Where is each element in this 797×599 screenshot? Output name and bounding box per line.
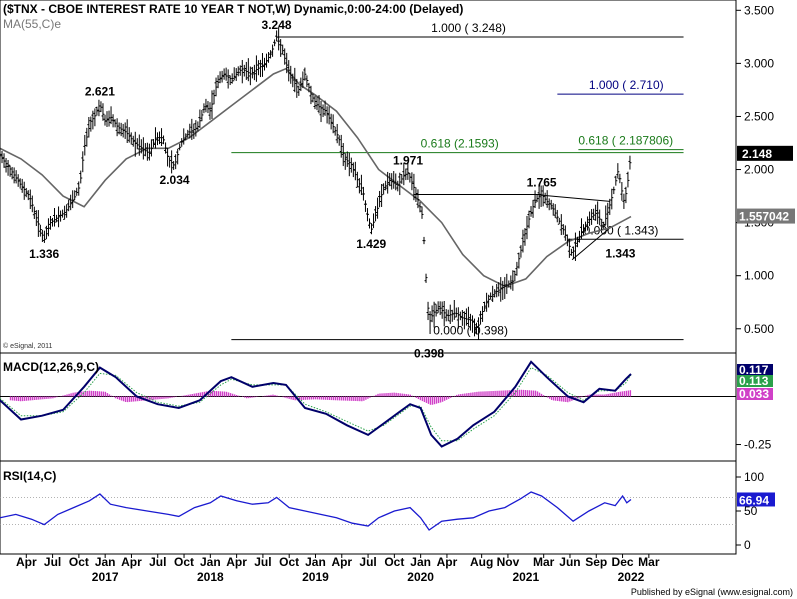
watermark: © eSignal, 2011 — [3, 342, 53, 350]
x-month-label: Jan — [305, 555, 326, 569]
level-label-6: 0.000 ( 0.398) — [433, 324, 508, 338]
ma-label: MA(55,C)e — [3, 17, 61, 31]
x-month-label: Apr — [226, 555, 247, 569]
macd-histogram — [9, 389, 632, 405]
main-tick-label: 2.500 — [744, 109, 774, 123]
main-tick-label: 3.000 — [744, 56, 774, 70]
x-year-label: 2019 — [302, 570, 329, 584]
ma-line — [0, 67, 632, 288]
macd-value-tag-0 — [737, 364, 773, 376]
x-month-label: Jan — [200, 555, 221, 569]
x-month-label: Oct — [69, 555, 89, 569]
rsi-value: 66.94 — [739, 493, 769, 507]
level-label-1: 1.000 ( 2.710) — [589, 78, 664, 92]
last-price-tag — [737, 145, 793, 161]
swing-label-6: 0.398 — [414, 347, 444, 361]
swing-label-7: 1.765 — [527, 175, 557, 189]
x-year-label: 2018 — [197, 570, 224, 584]
macd-line — [0, 360, 632, 448]
x-month-label: Nov — [497, 555, 520, 569]
main-tick-label: 1.000 — [744, 269, 774, 283]
swing-label-8: 1.343 — [605, 246, 635, 260]
swing-label-4: 1.429 — [356, 237, 386, 251]
x-month-label: Oct — [384, 555, 404, 569]
macd-value-1: 0.113 — [739, 374, 769, 388]
x-month-label: Apr — [437, 555, 458, 569]
x-month-label: Oct — [279, 555, 299, 569]
x-month-label: Jun — [559, 555, 580, 569]
x-month-label: Jan — [410, 555, 431, 569]
x-month-label: Apr — [331, 555, 352, 569]
macd-tick-label: -0.25 — [744, 438, 772, 452]
swing-label-2: 2.034 — [160, 173, 190, 187]
swing-label-1: 2.621 — [85, 85, 115, 99]
swing-label-0: 1.336 — [29, 247, 59, 261]
chart-title: ($TNX - CBOE INTEREST RATE 10 YEAR T NOT… — [3, 2, 463, 16]
ma-price-value: 1.557042 — [739, 210, 789, 224]
level-label-2: 0.618 (2.1593) — [421, 137, 499, 151]
macd-value-tag-1 — [737, 375, 773, 387]
rsi-line — [0, 491, 632, 531]
swing-label-3: 3.248 — [262, 18, 292, 32]
last-price-value: 2.148 — [742, 147, 772, 161]
level-label-3: 0.618 ( 2.187806) — [578, 134, 673, 148]
x-month-label: Mar — [638, 555, 660, 569]
main-tick-label: 2.000 — [744, 163, 774, 177]
x-month-label: Aug — [470, 555, 493, 569]
x-month-label: Jul — [359, 555, 376, 569]
x-month-label: Mar — [533, 555, 555, 569]
level-label-5: 0.000 ( 1.343) — [584, 223, 659, 237]
x-month-label: Jan — [95, 555, 116, 569]
price-bars — [0, 27, 632, 340]
x-year-label: 2017 — [92, 570, 119, 584]
rsi-value-tag — [737, 492, 775, 507]
x-month-label: Dec — [612, 555, 634, 569]
rsi-tick-label: 0 — [744, 538, 751, 552]
rsi-tick-label: 50 — [744, 504, 758, 518]
x-month-label: Oct — [174, 555, 194, 569]
macd-value-0: 0.117 — [739, 363, 769, 377]
macd-label: MACD(12,26,9,C) — [3, 360, 99, 374]
rsi-tick-label: 100 — [744, 470, 764, 484]
x-month-label: Apr — [16, 555, 37, 569]
ma-price-tag — [737, 208, 795, 224]
main-tick-label: 0.500 — [744, 322, 774, 336]
x-month-label: Jul — [149, 555, 166, 569]
x-month-label: Apr — [121, 555, 142, 569]
swing-label-5: 1.971 — [393, 154, 423, 168]
x-year-label: 2022 — [618, 570, 645, 584]
footer: Published by eSignal (www.esignal.com) — [631, 587, 793, 597]
triangle-lower — [571, 227, 611, 261]
x-month-label: Sep — [585, 555, 607, 569]
x-year-label: 2021 — [512, 570, 539, 584]
level-label-0: 1.000 ( 3.248) — [431, 21, 506, 35]
rsi-label: RSI(14,C) — [3, 469, 56, 483]
main-tick-label: 3.500 — [744, 3, 774, 17]
x-year-label: 2020 — [407, 570, 434, 584]
x-month-label: Jul — [254, 555, 271, 569]
macd-value-tag-2 — [737, 388, 773, 400]
macd-value-2: 0.033 — [739, 387, 769, 401]
triangle-upper — [539, 194, 610, 202]
x-month-label: Jul — [44, 555, 61, 569]
